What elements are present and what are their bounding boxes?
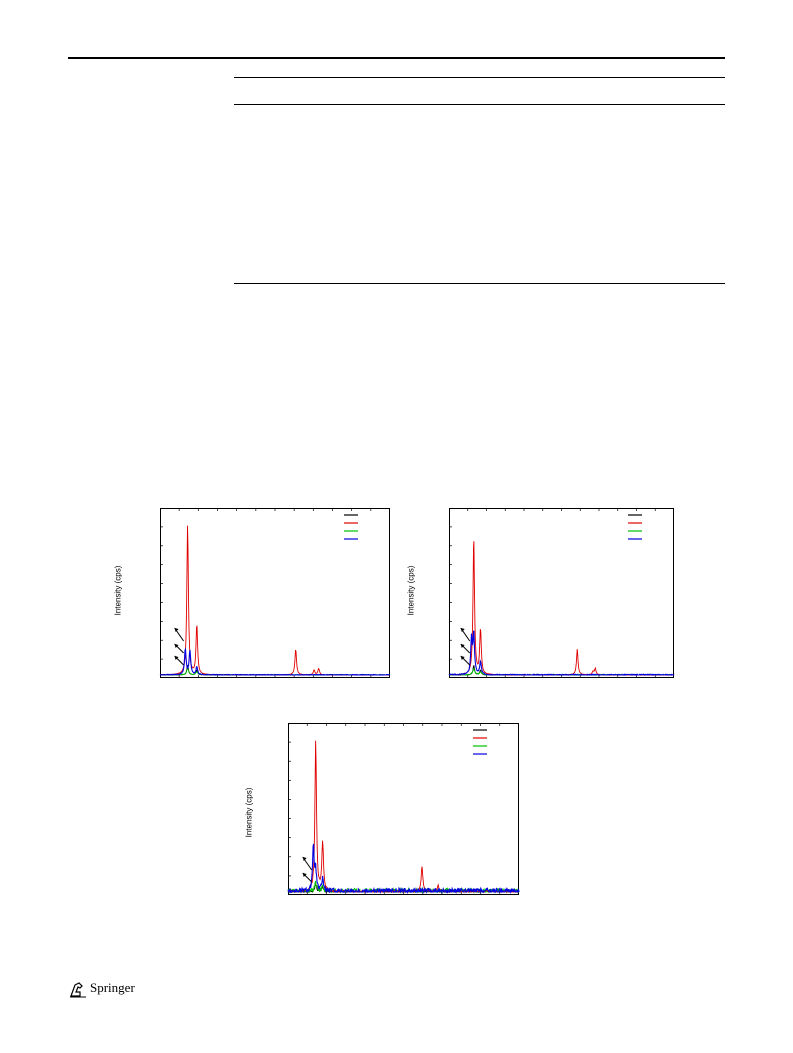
series-red: [448, 541, 675, 676]
arrow-head: [174, 644, 179, 648]
arrow-head: [460, 628, 465, 632]
series-red: [160, 525, 391, 676]
arrow-head: [302, 873, 307, 877]
chart-b-ylabel: Intensity (cps): [406, 565, 416, 616]
arrow-head: [460, 644, 465, 648]
table-top-rule: [234, 77, 725, 78]
plot-frame: [160, 508, 390, 678]
arrow-head: [460, 656, 465, 660]
chart-c-ylabel: Intensity (cps): [244, 787, 254, 838]
chart-b-plot: [448, 508, 675, 678]
arrow-head: [174, 628, 179, 632]
chart-c-plot: [287, 723, 520, 895]
arrow-head: [174, 656, 179, 660]
series-blue: [448, 630, 675, 676]
publisher-name: Springer: [90, 980, 135, 995]
chart-a-ylabel: Intensity (cps): [113, 565, 123, 616]
table-header-rule: [234, 104, 725, 105]
series-blue: [159, 647, 391, 676]
series-green: [160, 667, 391, 676]
table-bottom-rule: [234, 283, 725, 284]
series-red: [287, 740, 520, 894]
chart-a-plot: [159, 508, 391, 678]
arrow-head: [302, 857, 307, 861]
series-blue: [287, 843, 520, 895]
springer-horse-icon: [70, 982, 86, 998]
header-rule: [68, 57, 725, 59]
plot-frame: [449, 508, 674, 678]
plot-frame: [288, 723, 519, 895]
